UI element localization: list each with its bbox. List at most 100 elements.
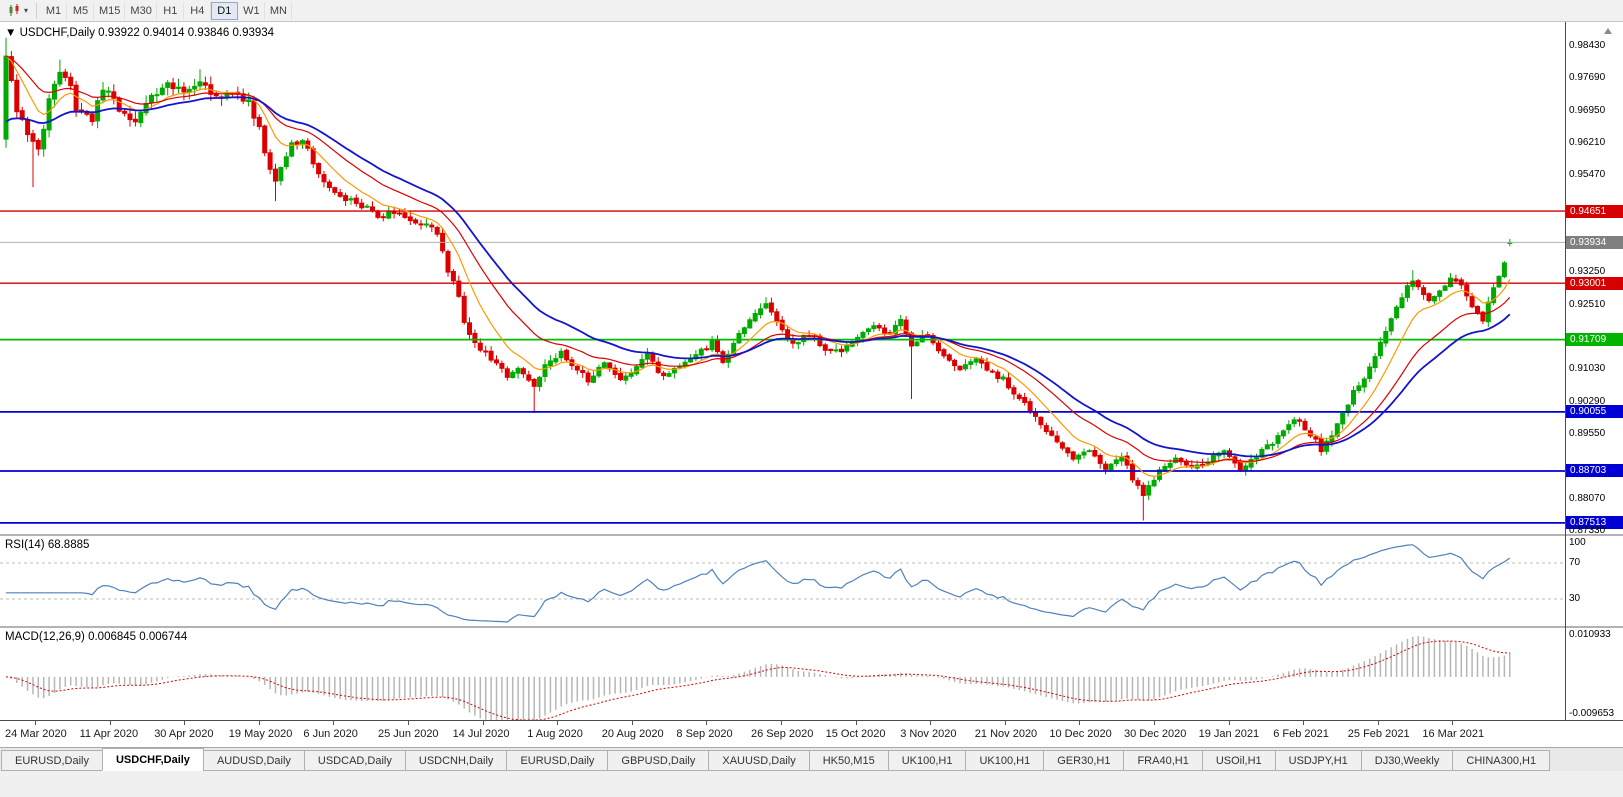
candle-body — [1361, 378, 1367, 388]
chart-tab-dj30-weekly[interactable]: DJ30,Weekly — [1360, 750, 1454, 771]
candle-body — [537, 376, 543, 387]
candle-body — [494, 359, 499, 364]
price-level-badge: 0.90055 — [1566, 405, 1623, 419]
timeframe-button-h4[interactable]: H4 — [184, 1, 211, 20]
candle-body — [839, 348, 844, 353]
candle-body — [1491, 287, 1497, 304]
candle-body — [1210, 454, 1216, 464]
candle-body — [1421, 287, 1427, 296]
chart-type-icon[interactable]: ▾ — [3, 2, 33, 20]
candle-body — [1356, 385, 1362, 391]
rsi-pane[interactable] — [0, 536, 1565, 626]
chart-title-text: USDCHF,Daily 0.93922 0.94014 0.93846 0.9… — [19, 27, 275, 39]
timeframe-button-d1[interactable]: D1 — [210, 1, 238, 20]
collapse-arrow-icon[interactable]: ▼ — [5, 27, 17, 39]
candle-body — [768, 302, 774, 313]
date-label: 10 Dec 2020 — [1049, 728, 1112, 740]
chart-tab-china300-h1[interactable]: CHINA300,H1 — [1452, 750, 1551, 771]
date-tick — [557, 721, 559, 725]
macd-signal-line — [5, 640, 1510, 720]
price-pane[interactable] — [0, 22, 1565, 534]
candle-body — [1431, 296, 1437, 302]
date-label: 6 Feb 2021 — [1273, 728, 1329, 740]
candle-body — [650, 352, 656, 362]
candle-body — [510, 371, 516, 378]
chart-tab-usdcad-daily[interactable]: USDCAD,Daily — [303, 750, 406, 771]
date-tick — [1154, 721, 1155, 725]
date-tick — [109, 721, 111, 725]
candle-body — [1496, 275, 1502, 288]
candle-body — [122, 110, 128, 114]
chart-tab-uk100-h1[interactable]: UK100,H1 — [965, 750, 1045, 771]
chart-tab-hk50-m15[interactable]: HK50,M15 — [808, 750, 889, 771]
candle-body — [779, 319, 785, 331]
chart-tab-usdjpy-h1[interactable]: USDJPY,H1 — [1274, 750, 1362, 771]
date-label: 19 Jan 2021 — [1198, 728, 1260, 740]
candle-body — [580, 370, 586, 373]
candle-body — [89, 113, 95, 122]
candle-body — [165, 82, 171, 88]
date-label: 25 Feb 2021 — [1347, 728, 1410, 740]
candle-body — [488, 350, 494, 361]
timeframe-toolbar: ▾ M1 M5 M15 M30 H1 H4 D1 W1 MN — [0, 0, 1623, 22]
timeframe-button-m1[interactable]: M1 — [40, 1, 68, 20]
candle-body — [995, 371, 1001, 380]
candle-body — [639, 359, 645, 368]
chart-tab-audusd-daily[interactable]: AUDUSD,Daily — [202, 750, 305, 771]
candle-body — [402, 212, 408, 218]
candle-body — [1426, 293, 1432, 302]
candle-body — [547, 360, 553, 367]
date-axis: 24 Mar 2020 11 Apr 2020 30 Apr 2020 19 May … — [0, 721, 1623, 747]
chart-tab-eurusd-daily[interactable]: EURUSD,Daily — [506, 750, 609, 771]
candle-body — [1291, 419, 1297, 425]
candle-body — [418, 223, 424, 226]
date-label: 15 Oct 2020 — [825, 728, 886, 740]
candle-body — [8, 56, 14, 81]
chart-tab-usoil-h1[interactable]: USOil,H1 — [1201, 750, 1276, 771]
candle-body — [553, 358, 559, 363]
candle-body — [1286, 424, 1292, 431]
chart-tab-eurusd-daily[interactable]: EURUSD,Daily — [1, 750, 103, 771]
candle-body — [467, 322, 472, 335]
pane-splitter[interactable] — [0, 626, 1623, 628]
timeframe-button-m5[interactable]: M5 — [67, 1, 95, 20]
candle-body — [132, 118, 138, 123]
candle-body — [1011, 387, 1017, 395]
price-level-badge: 0.94651 — [1566, 204, 1623, 218]
date-tick — [855, 721, 857, 725]
candle-body — [968, 361, 974, 365]
chart-shift-marker-icon[interactable] — [1604, 28, 1612, 34]
candle-body — [1351, 390, 1356, 405]
candle-body — [159, 87, 165, 95]
candle-body — [1237, 461, 1243, 471]
timeframe-button-mn[interactable]: MN — [265, 1, 292, 20]
candle-body — [326, 181, 332, 189]
candle-body — [1501, 262, 1507, 278]
macd-pane[interactable] — [0, 628, 1565, 720]
timeframe-button-m15[interactable]: M15 — [94, 1, 126, 20]
candle-body — [483, 350, 489, 353]
date-label: 16 Mar 2021 — [1422, 728, 1485, 740]
candle-body — [1243, 465, 1249, 472]
timeframe-button-m30[interactable]: M30 — [125, 1, 157, 20]
candle-body — [1437, 290, 1443, 297]
chart-tab-uk100-h1[interactable]: UK100,H1 — [887, 750, 967, 771]
timeframe-button-h1[interactable]: H1 — [157, 1, 184, 20]
date-tick — [1303, 721, 1305, 725]
chart-tab-usdchf-daily[interactable]: USDCHF,Daily — [101, 748, 204, 771]
pane-splitter[interactable] — [0, 534, 1623, 536]
chart-tab-gbpusd-daily[interactable]: GBPUSD,Daily — [607, 750, 710, 771]
candle-body — [628, 372, 634, 377]
timeframe-button-w1[interactable]: W1 — [238, 1, 265, 20]
chart-tab-ger30-h1[interactable]: GER30,H1 — [1043, 750, 1125, 771]
chart-tab-usdcnh-daily[interactable]: USDCNH,Daily — [404, 750, 508, 771]
chart-tab-fra40-h1[interactable]: FRA40,H1 — [1123, 750, 1203, 771]
rsi-axis-label: 100 — [1569, 537, 1586, 548]
chart-tab-xauusd-daily[interactable]: XAUUSD,Daily — [708, 750, 810, 771]
candle-body — [1324, 440, 1330, 452]
price-level-badge: 0.91709 — [1566, 333, 1623, 347]
candle-body — [671, 368, 677, 374]
candle-body — [1270, 443, 1276, 446]
candle-body — [623, 375, 629, 381]
candle-body — [531, 379, 537, 387]
